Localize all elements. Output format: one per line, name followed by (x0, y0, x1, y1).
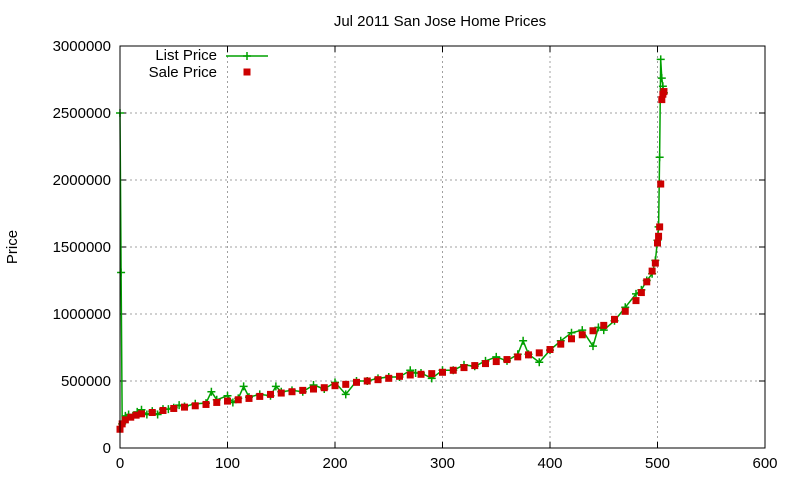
list-price-point (535, 358, 544, 367)
sale-price-point (132, 411, 140, 419)
sale-price-point (213, 398, 221, 406)
sale-price-point (658, 96, 666, 104)
sale-price-point (525, 351, 532, 359)
sale-price-point (460, 364, 468, 372)
sale-price-point (637, 289, 645, 297)
plot-frame (119, 45, 766, 449)
x-tick-label: 100 (215, 455, 240, 472)
legend-swatch-list-marker (243, 52, 251, 60)
sale-price-point (417, 370, 425, 378)
sale-price-point (159, 406, 167, 414)
list-price-point (655, 153, 664, 162)
legend-label-list: List Price (155, 47, 217, 64)
sale-price-point (514, 353, 522, 361)
sale-price-point (656, 223, 664, 231)
sale-price-point (655, 232, 663, 240)
sale-price-point (181, 403, 188, 411)
sale-price-point (651, 259, 659, 267)
sale-price-point (600, 321, 608, 329)
sale-price-point (406, 371, 414, 379)
sale-price-point (288, 388, 296, 396)
sale-price-point (363, 377, 371, 385)
sale-price-point (621, 307, 629, 315)
sale-price-point (632, 297, 640, 305)
sale-price-point (396, 372, 403, 380)
sale-price-point (449, 366, 457, 374)
sale-price-point (234, 396, 242, 404)
plot-marks (116, 55, 668, 433)
sale-price-point (546, 346, 554, 354)
list-price-point (341, 390, 350, 399)
y-tick-label: 2500000 (53, 105, 111, 122)
list-price-point (117, 268, 126, 277)
x-tick-label: 300 (430, 455, 455, 472)
y-axis-label: Price (4, 230, 21, 264)
sale-price-point (557, 340, 565, 348)
sale-price-point (331, 382, 339, 390)
list-price-point (519, 336, 528, 345)
sale-price-point (277, 389, 285, 397)
sale-price-point (503, 356, 511, 364)
list-price-point (656, 55, 665, 64)
sale-price-point (170, 404, 178, 412)
sale-price-point (121, 416, 129, 424)
sale-price-point (342, 380, 350, 388)
sale-price-point (310, 385, 317, 393)
sale-price-point (224, 397, 231, 405)
sale-price-point (245, 394, 253, 402)
list-price-point (589, 342, 597, 351)
sale-price-point (643, 278, 651, 286)
y-tick-label: 1000000 (53, 306, 111, 323)
sale-price-point (148, 408, 156, 416)
x-tick-label: 600 (752, 455, 777, 472)
list-price-point (657, 74, 666, 83)
x-tick-label: 500 (645, 455, 670, 472)
y-tick-label: 500000 (61, 373, 111, 390)
sale-price-point (439, 368, 446, 376)
sale-price-point (138, 410, 145, 418)
sale-price-point (320, 384, 328, 392)
legend-label-sale: Sale Price (149, 64, 217, 81)
sale-price-point (648, 267, 656, 275)
sale-price-point (654, 239, 661, 247)
y-tick-label: 2000000 (53, 172, 111, 189)
x-tick-label: 200 (322, 455, 347, 472)
sale-price-point (256, 392, 264, 400)
sale-price-point (267, 390, 274, 398)
sale-price-point (611, 315, 618, 323)
y-tick-label: 0 (103, 440, 111, 457)
sale-price-point (589, 327, 597, 335)
list-price-point (271, 382, 280, 391)
sale-price-point (191, 402, 199, 410)
y-tick-label: 1500000 (53, 239, 111, 256)
y-tick-label: 3000000 (53, 38, 111, 55)
sale-price-point (660, 88, 668, 96)
chart-title: Jul 2011 San Jose Home Prices (334, 13, 546, 30)
list-price-point (239, 382, 248, 391)
grid-lines (120, 46, 765, 448)
x-tick-label: 400 (537, 455, 562, 472)
sale-price-point (299, 386, 307, 394)
sale-price-point (535, 349, 543, 357)
sale-price-point (482, 360, 489, 368)
sale-price-point (568, 335, 575, 343)
x-tick-label: 0 (116, 455, 124, 472)
list-price-point (207, 387, 216, 396)
sale-price-point (492, 358, 500, 366)
axis-ticks: 0 100 200 300 400 500 600 0 500000 1000000 1500000… (53, 38, 778, 472)
sale-price-point (657, 180, 665, 188)
sale-price-point (578, 331, 586, 339)
sale-price-point (118, 420, 126, 428)
sale-price-point (385, 374, 393, 382)
sale-price-point (374, 376, 382, 384)
sale-price-point (471, 362, 479, 370)
legend-swatch-sale (243, 68, 251, 76)
sale-price-point (127, 413, 135, 421)
sale-price-point (353, 378, 360, 386)
sale-price-point (202, 400, 210, 408)
sale-price-point (428, 370, 436, 378)
